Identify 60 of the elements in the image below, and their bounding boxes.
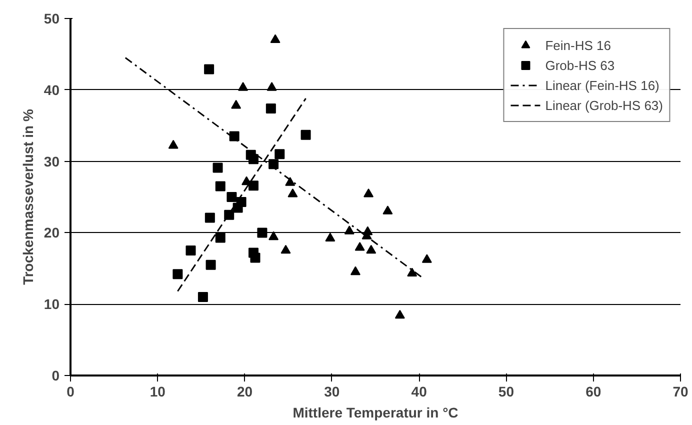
y-tick-label: 50 bbox=[44, 10, 60, 26]
point bbox=[186, 246, 196, 256]
point bbox=[366, 244, 376, 254]
point bbox=[407, 268, 418, 276]
point bbox=[288, 188, 298, 198]
point bbox=[285, 177, 296, 186]
point bbox=[274, 149, 285, 160]
point bbox=[354, 242, 365, 251]
point bbox=[268, 231, 279, 240]
x-tick-label: 30 bbox=[324, 384, 340, 400]
x-tick-label: 0 bbox=[66, 384, 75, 400]
point bbox=[215, 232, 226, 243]
legend-label: Grob-HS 63 bbox=[545, 58, 615, 72]
point bbox=[300, 130, 311, 140]
legend-label: Linear (Fein-HS 16) bbox=[545, 78, 660, 92]
point bbox=[229, 131, 240, 142]
point bbox=[280, 244, 291, 254]
point bbox=[231, 100, 242, 109]
point bbox=[198, 292, 208, 302]
y-tick-label: 30 bbox=[44, 153, 60, 170]
point bbox=[172, 269, 183, 280]
y-axis-title: Trockenmasseverlust in % bbox=[20, 108, 36, 285]
point bbox=[238, 82, 248, 91]
y-tick-label: 40 bbox=[44, 82, 60, 98]
point bbox=[362, 226, 373, 236]
point bbox=[266, 103, 276, 114]
point bbox=[250, 252, 260, 263]
point bbox=[204, 212, 215, 223]
x-tick-label: 50 bbox=[498, 384, 514, 400]
y-tick-label: 10 bbox=[44, 296, 60, 312]
x-tick-label: 10 bbox=[150, 384, 166, 400]
point bbox=[270, 34, 280, 44]
point bbox=[422, 254, 432, 263]
point bbox=[382, 206, 393, 214]
point bbox=[394, 310, 405, 319]
y-tick-label: 0 bbox=[52, 368, 60, 384]
point bbox=[212, 162, 223, 173]
point bbox=[248, 154, 258, 164]
x-tick-label: 40 bbox=[411, 384, 428, 400]
x-tick-label: 60 bbox=[586, 384, 602, 400]
point bbox=[268, 159, 279, 170]
point bbox=[248, 180, 258, 191]
point bbox=[350, 266, 360, 276]
point bbox=[204, 64, 214, 74]
point bbox=[325, 232, 336, 242]
point bbox=[257, 228, 268, 238]
point bbox=[215, 181, 226, 192]
point bbox=[364, 188, 374, 198]
legend-label: Linear (Grob-HS 63) bbox=[545, 98, 663, 112]
point bbox=[206, 260, 216, 270]
y-tick-label: 20 bbox=[44, 224, 60, 241]
legend-label: Fein-HS 16 bbox=[545, 38, 611, 52]
point bbox=[168, 140, 178, 149]
point bbox=[226, 192, 237, 202]
x-tick-label: 20 bbox=[237, 384, 253, 400]
x-tick-label: 70 bbox=[672, 384, 688, 400]
point bbox=[232, 202, 243, 213]
point bbox=[344, 226, 354, 234]
point bbox=[266, 82, 277, 91]
x-axis-title: Mittlere Temperatur in °C bbox=[292, 404, 458, 420]
